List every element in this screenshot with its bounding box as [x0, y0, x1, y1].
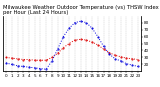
- Text: Milwaukee Weather Outdoor Temperature (vs) THSW Index per Hour (Last 24 Hours): Milwaukee Weather Outdoor Temperature (v…: [3, 5, 159, 15]
